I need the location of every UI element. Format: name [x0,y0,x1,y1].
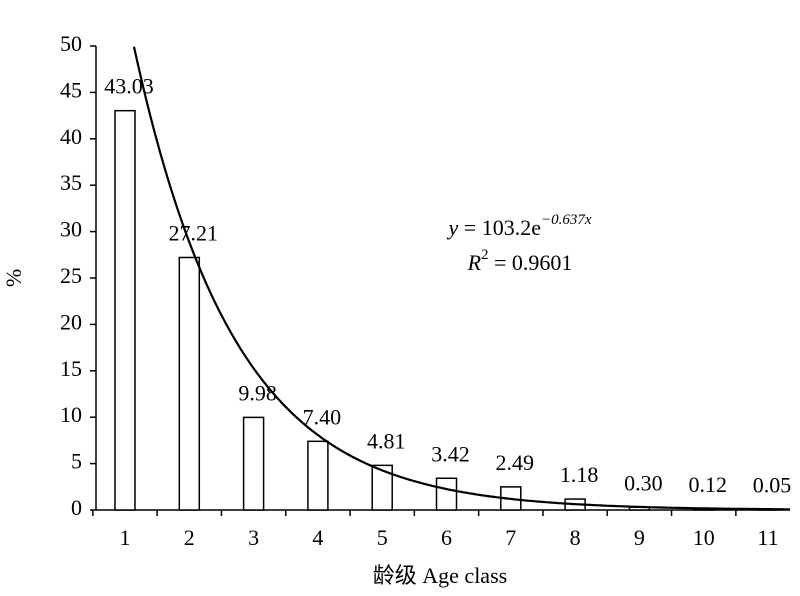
y-tick-label: 45 [60,77,82,102]
value-label: 1.18 [560,462,599,487]
value-label: 7.40 [303,404,342,429]
x-tick-label: 7 [505,525,516,550]
bar [178,256,201,511]
x-tick-label: 1 [120,525,131,550]
x-tick-label: 3 [248,525,259,550]
y-tick-label: 25 [60,263,82,288]
x-tick-label: 10 [693,525,715,550]
bar [242,416,265,511]
bar [371,464,393,511]
x-tick-label: 9 [634,525,645,550]
bar [307,440,329,511]
y-tick-label: 40 [60,124,82,149]
trend-equation: y = 103.2e−0.637x [447,212,592,240]
y-tick-label: 15 [60,356,82,381]
equation-lhs: y [447,215,459,240]
value-label: 27.21 [169,221,219,246]
y-tick-label: 10 [60,402,82,427]
x-tick-label: 11 [757,525,778,550]
x-tick-label: 5 [377,525,388,550]
y-tick-label: 5 [71,449,82,474]
y-tick-label: 50 [60,31,82,56]
value-label: 43.03 [104,74,154,99]
equation-exponent: −0.637x [541,212,592,228]
value-label: 0.30 [624,470,663,495]
value-label: 9.98 [238,380,277,405]
r-symbol: R [467,250,482,275]
x-tick-label: 2 [184,525,195,550]
trend-line [132,46,790,511]
x-tick-label: 8 [570,525,581,550]
value-label: 0.05 [753,473,792,498]
x-tick-label: 6 [441,525,452,550]
x-axis-label: 龄级 Age class [373,563,507,588]
equation-rhs: = 103.2e [458,215,541,240]
r-sup: 2 [481,247,489,263]
bar [435,477,458,511]
value-label: 4.81 [367,428,406,453]
y-tick-label: 0 [71,495,82,520]
value-label: 3.42 [431,441,470,466]
value-label: 0.12 [688,472,727,497]
x-tick-label: 4 [312,525,323,550]
y-tick-label: 20 [60,309,82,334]
r-squared: R2 = 0.9601 [467,247,573,275]
r-rhs: = 0.9601 [489,250,573,275]
bar [114,109,136,511]
y-axis-label: % [1,269,26,287]
y-tick-label: 30 [60,217,82,242]
y-tick-label: 35 [60,170,82,195]
value-label: 2.49 [496,450,535,475]
